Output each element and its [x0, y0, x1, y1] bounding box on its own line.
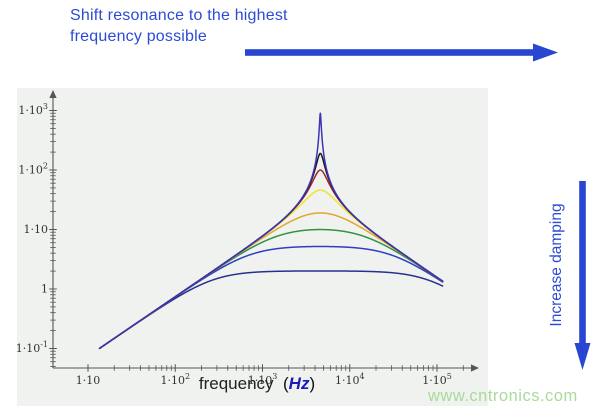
svg-text:1·103: 1·103	[18, 102, 48, 117]
svg-text:1·105: 1·105	[422, 372, 452, 387]
shift-resonance-note-line2: frequency possible	[70, 28, 208, 45]
svg-text:1·102: 1·102	[160, 372, 190, 387]
svg-text:1·104: 1·104	[335, 372, 365, 387]
down-arrow-icon	[574, 181, 591, 370]
resonance-plot: 1·10 1·102 1·103 1·104 1·105 1·10-1 1 1·10 1·102…	[17, 90, 479, 387]
watermark: www.cntronics.com	[428, 387, 578, 405]
right-arrow-icon	[245, 43, 558, 62]
x-axis-unit: Hz	[288, 374, 310, 393]
shift-resonance-note-line1: Shift resonance to the highest	[70, 7, 288, 24]
svg-text:1·102: 1·102	[18, 162, 48, 177]
increase-damping-note: Increase damping	[548, 203, 565, 327]
svg-text:1·103: 1·103	[248, 372, 278, 387]
svg-text:1·10-1: 1·10-1	[17, 340, 48, 355]
shift-resonance-note: Shift resonance to the highest frequency…	[70, 5, 288, 47]
x-axis-label: frequency (Hz)	[198, 374, 316, 393]
svg-text:1·10: 1·10	[76, 374, 101, 387]
svg-text:1: 1	[41, 283, 48, 296]
svg-text:1·10: 1·10	[24, 223, 49, 236]
x-axis-label-text: frequency	[198, 374, 274, 393]
chart-panel: 1·10 1·102 1·103 1·104 1·105 1·10-1 1 1·10 1·102…	[17, 88, 488, 406]
